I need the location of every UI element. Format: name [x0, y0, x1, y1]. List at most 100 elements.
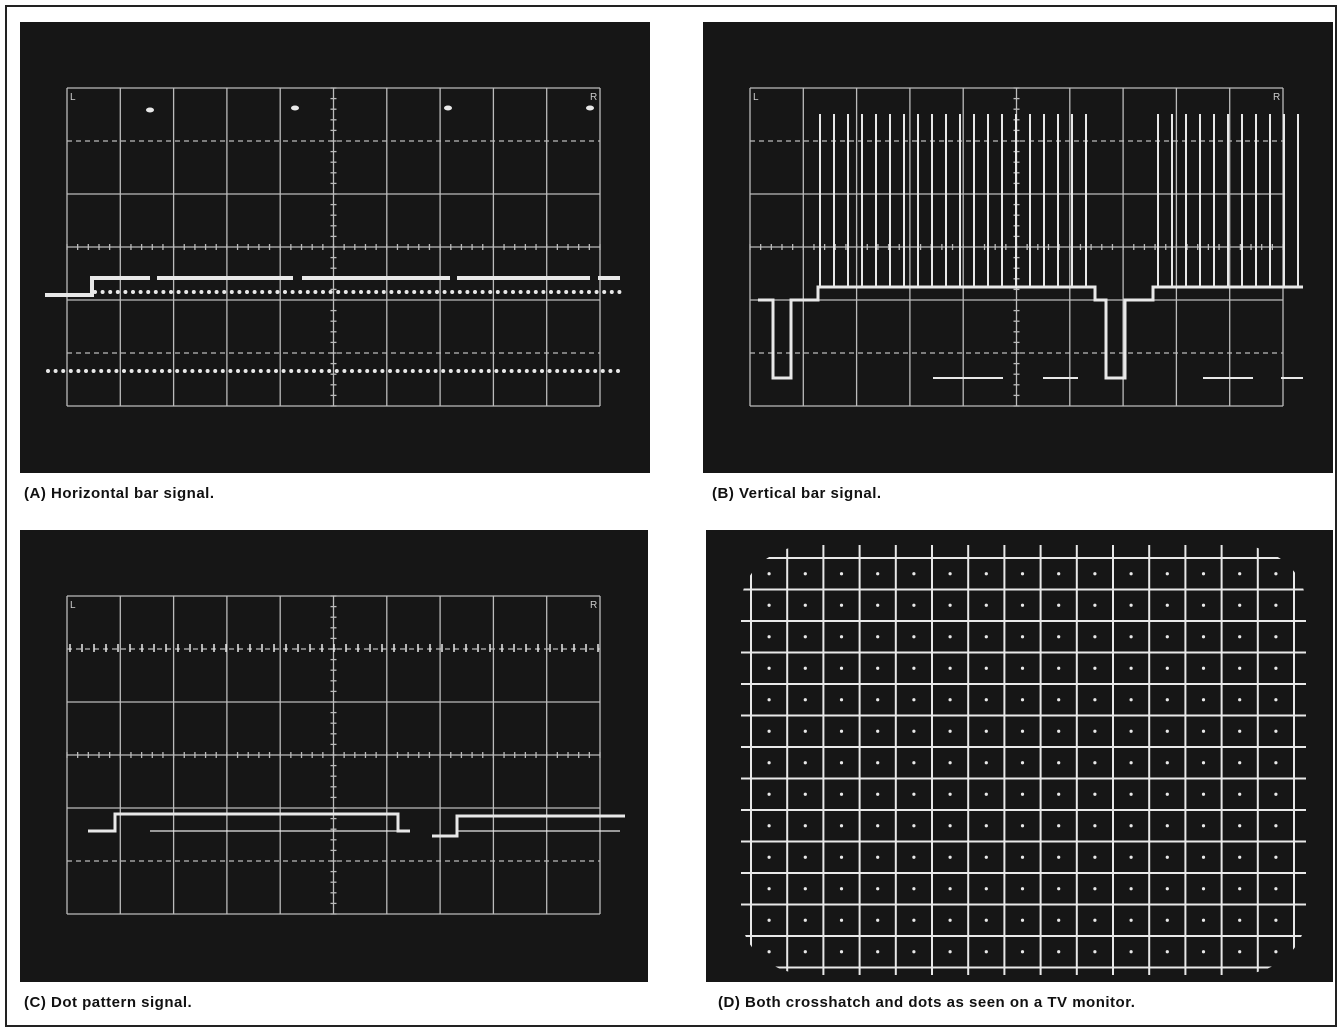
dot	[804, 887, 807, 890]
dot	[275, 290, 279, 294]
dot	[768, 604, 771, 607]
dot	[1166, 887, 1169, 890]
dot	[985, 698, 988, 701]
dot	[1166, 824, 1169, 827]
dot	[985, 887, 988, 890]
dot	[1130, 604, 1133, 607]
page: LR (A) Horizontal bar signal. LR (B) Ver…	[0, 0, 1340, 1028]
dot	[949, 824, 952, 827]
dot	[107, 369, 111, 373]
dot	[1057, 824, 1060, 827]
dot	[840, 793, 843, 796]
dot	[245, 290, 249, 294]
dot	[84, 369, 88, 373]
dot	[69, 369, 73, 373]
dot	[169, 290, 173, 294]
trace	[70, 644, 625, 836]
dot	[840, 698, 843, 701]
dot	[473, 290, 477, 294]
dot	[1130, 698, 1133, 701]
dot	[985, 793, 988, 796]
dot	[1238, 572, 1241, 575]
dot	[274, 369, 278, 373]
screen-label: L	[70, 92, 76, 103]
dot	[876, 667, 879, 670]
dot	[876, 887, 879, 890]
dot	[403, 369, 407, 373]
dot	[382, 290, 386, 294]
dot	[54, 369, 58, 373]
dot	[388, 369, 392, 373]
dot	[617, 290, 621, 294]
dot	[610, 290, 614, 294]
dot	[912, 730, 915, 733]
dot	[389, 290, 393, 294]
dot	[985, 919, 988, 922]
dot	[304, 369, 308, 373]
dot	[1202, 572, 1205, 575]
dot	[160, 369, 164, 373]
dot	[1166, 572, 1169, 575]
dot	[458, 290, 462, 294]
dot	[731, 919, 734, 922]
dot	[912, 698, 915, 701]
dot	[237, 290, 241, 294]
dot	[840, 635, 843, 638]
dot	[564, 290, 568, 294]
dot	[949, 572, 952, 575]
dot	[283, 290, 287, 294]
screen-label: R	[1273, 92, 1280, 103]
dot	[426, 369, 430, 373]
dot	[1093, 698, 1096, 701]
dot	[570, 369, 574, 373]
dot	[985, 604, 988, 607]
dot	[1274, 950, 1277, 953]
dot	[1057, 950, 1060, 953]
dot	[519, 290, 523, 294]
dot	[1238, 824, 1241, 827]
dot	[840, 887, 843, 890]
dot	[840, 572, 843, 575]
dot	[912, 541, 915, 544]
dot	[731, 572, 734, 575]
dot	[230, 290, 234, 294]
dot	[949, 887, 952, 890]
dot	[587, 290, 591, 294]
dot	[268, 290, 272, 294]
dot	[1274, 887, 1277, 890]
dot	[804, 604, 807, 607]
dot	[450, 290, 454, 294]
dot	[365, 369, 369, 373]
dot	[184, 290, 188, 294]
dot	[183, 369, 187, 373]
dot	[1166, 698, 1169, 701]
dot	[1021, 919, 1024, 922]
dot	[161, 290, 165, 294]
dot	[465, 290, 469, 294]
dot	[244, 369, 248, 373]
dot	[1021, 793, 1024, 796]
dot	[768, 698, 771, 701]
dot	[731, 730, 734, 733]
dot	[768, 667, 771, 670]
dot	[351, 290, 355, 294]
dot	[99, 369, 103, 373]
dot	[192, 290, 196, 294]
dot	[496, 290, 500, 294]
dot	[1202, 856, 1205, 859]
dot	[731, 950, 734, 953]
dot	[563, 369, 567, 373]
dot	[131, 290, 135, 294]
dot	[1238, 635, 1241, 638]
dot	[840, 761, 843, 764]
dot	[768, 950, 771, 953]
dot	[840, 604, 843, 607]
dot	[804, 635, 807, 638]
dot	[912, 667, 915, 670]
dot	[101, 290, 105, 294]
caption: (A) Horizontal bar signal.	[24, 485, 215, 502]
screen: LR	[20, 530, 648, 982]
dot	[342, 369, 346, 373]
dot	[731, 635, 734, 638]
dot	[380, 369, 384, 373]
